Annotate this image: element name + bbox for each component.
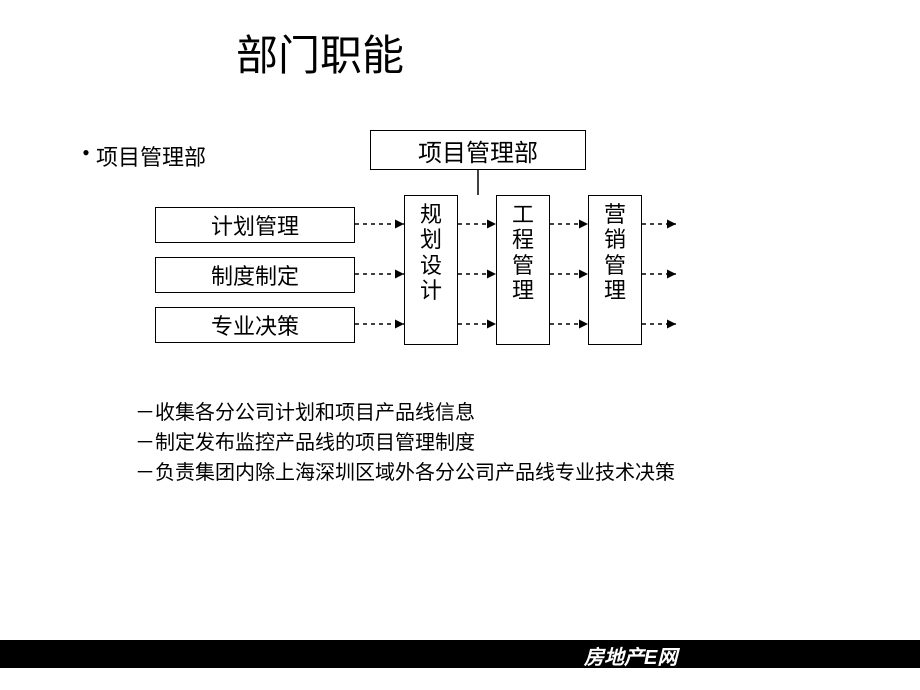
desc-line-1: －制定发布监控产品线的项目管理制度 <box>135 428 675 458</box>
bullet-dot: • <box>76 140 96 166</box>
desc-line-0: －收集各分公司计划和项目产品线信息 <box>135 398 675 428</box>
bullet-item: • 项目管理部 <box>76 140 206 172</box>
page-title-text: 部门职能 <box>236 34 404 80</box>
slide: 部门职能 • 项目管理部 项目管理部 计划管理 制度制定 专业决策 规划设计 工… <box>0 0 920 690</box>
box-vert-2-label: 营销管理 <box>604 202 626 303</box>
desc-line-2: －负责集团内除上海深圳区域外各分公司产品线专业技术决策 <box>135 458 675 488</box>
page-title: 部门职能 <box>236 22 404 83</box>
footer-bar <box>0 640 920 668</box>
box-left-1: 制度制定 <box>155 257 355 293</box>
bullet-text: 项目管理部 <box>96 140 206 172</box>
box-left-2-label: 专业决策 <box>211 309 299 341</box>
box-vert-1-label: 工程管理 <box>512 202 534 303</box>
box-left-2: 专业决策 <box>155 307 355 343</box>
footer-label: 房地产E网 <box>584 647 677 669</box>
box-top-label: 项目管理部 <box>418 133 538 168</box>
box-vert-0: 规划设计 <box>404 195 458 345</box>
box-top: 项目管理部 <box>370 130 586 170</box>
box-left-1-label: 制度制定 <box>211 259 299 291</box>
footer-text: 房地产E网 <box>584 641 677 670</box>
connector-layer <box>0 0 920 690</box>
box-vert-0-label: 规划设计 <box>420 202 442 303</box>
description-block: －收集各分公司计划和项目产品线信息 －制定发布监控产品线的项目管理制度 －负责集… <box>135 398 675 488</box>
box-vert-1: 工程管理 <box>496 195 550 345</box>
box-left-0: 计划管理 <box>155 207 355 243</box>
box-vert-2: 营销管理 <box>588 195 642 345</box>
box-left-0-label: 计划管理 <box>211 209 299 241</box>
